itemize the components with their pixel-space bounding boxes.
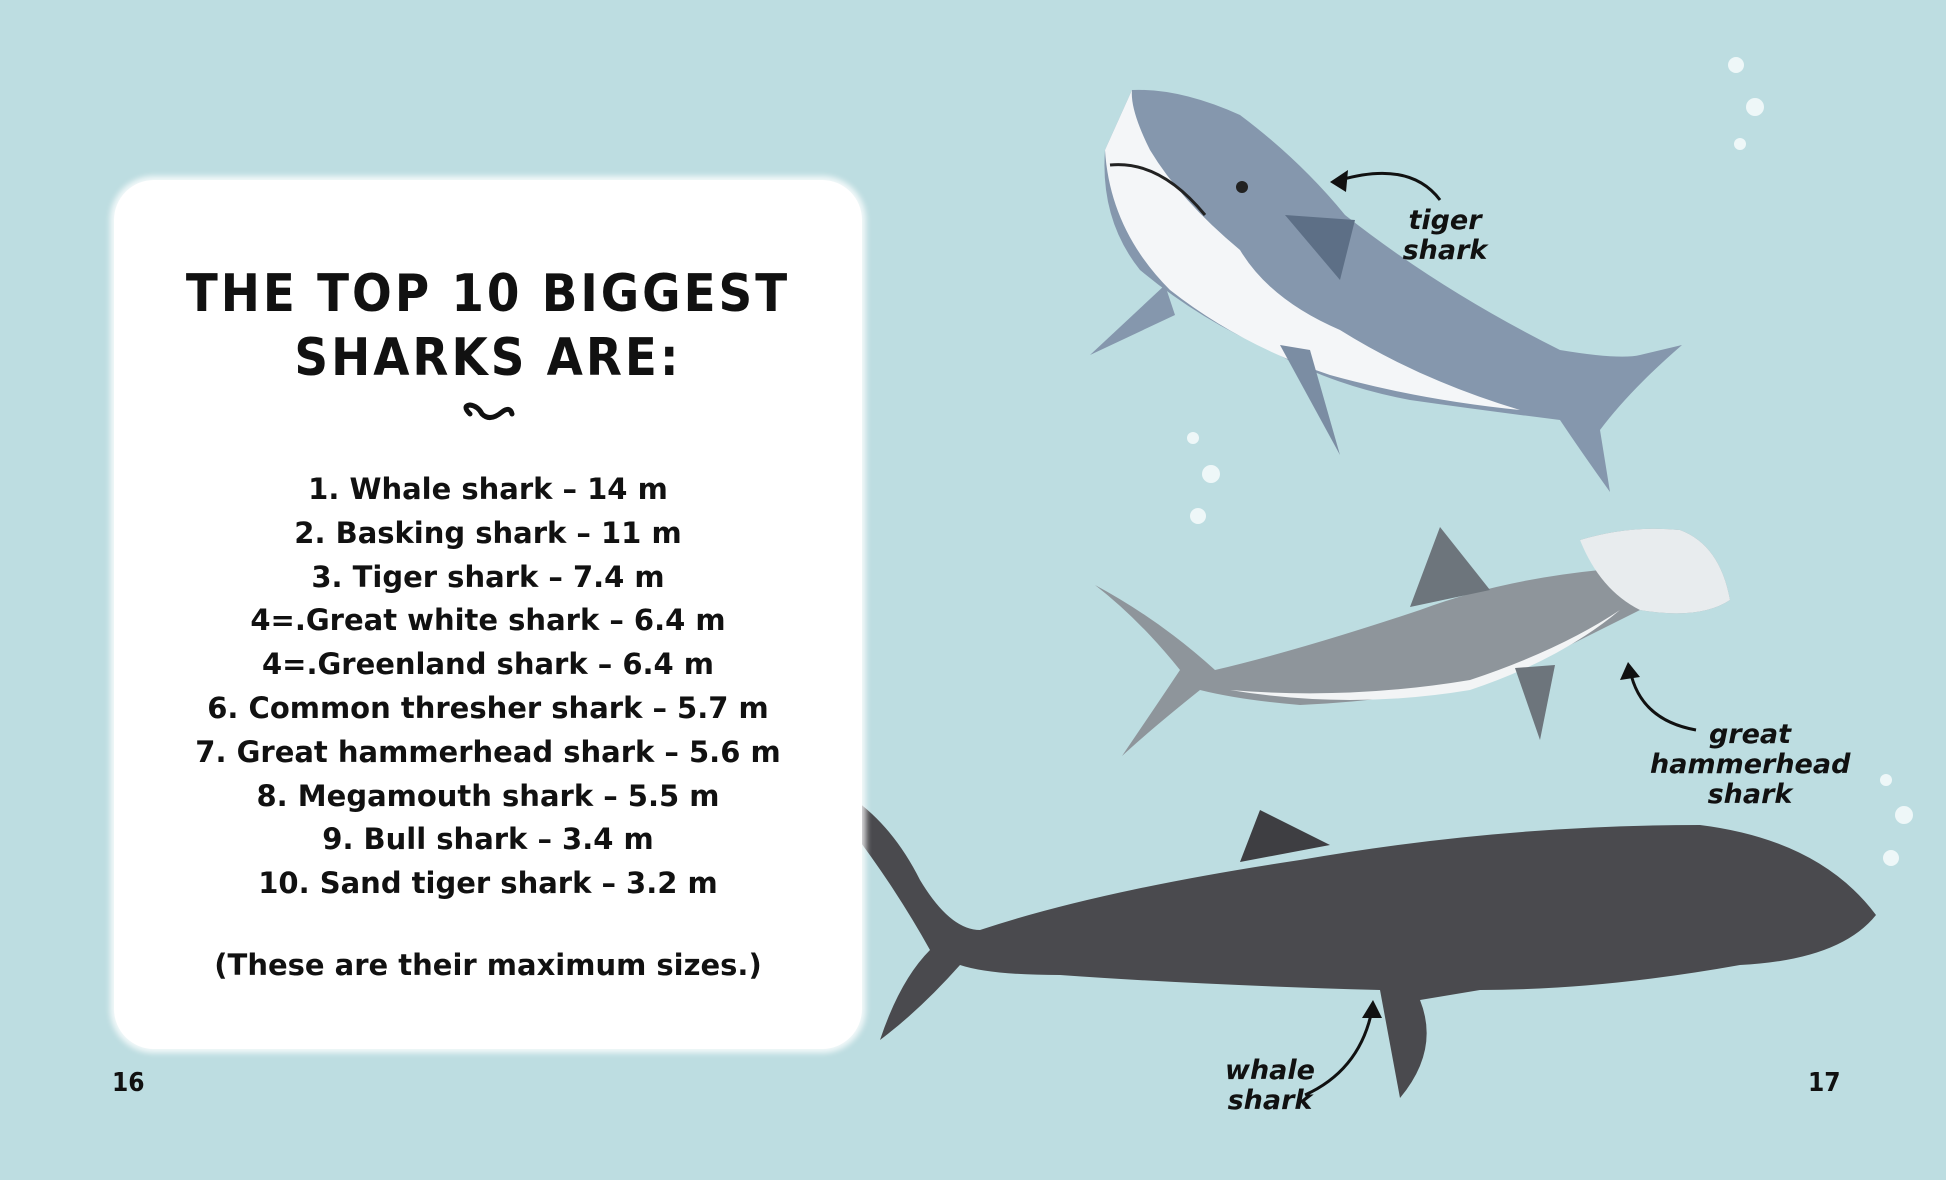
whale-shark-label: whale shark <box>1220 1056 1320 1116</box>
tiger-shark-label: tiger shark <box>1395 206 1495 266</box>
label-line: shark <box>1707 779 1793 810</box>
list-item: 7. Great hammerhead shark – 5.6 m <box>195 734 781 769</box>
list-item: 9. Bull shark – 3.4 m <box>322 822 654 857</box>
list-item: 6. Common thresher shark – 5.7 m <box>207 690 769 725</box>
page-number-left: 16 <box>112 1068 145 1098</box>
hammerhead-shark-illustration <box>1095 527 1730 756</box>
shark-ranking-list: 1. Whale shark – 14 m 2. Basking shark –… <box>114 468 862 906</box>
list-item: 3. Tiger shark – 7.4 m <box>311 559 665 594</box>
list-item: 4=.Great white shark – 6.4 m <box>250 603 726 638</box>
squiggle-divider <box>463 402 515 420</box>
list-item: 2. Basking shark – 11 m <box>294 515 682 550</box>
title-line-1: THE TOP 10 BIGGEST <box>185 264 791 324</box>
whale-shark-illustration <box>807 775 1876 1098</box>
bubbles <box>1187 57 1913 866</box>
label-line: shark <box>1402 235 1488 266</box>
label-line: tiger <box>1408 205 1482 236</box>
page-number-right: 17 <box>1808 1068 1841 1098</box>
label-line: whale <box>1225 1055 1315 1086</box>
page-title: THE TOP 10 BIGGEST SHARKS ARE: <box>114 262 862 390</box>
list-item: 10. Sand tiger shark – 3.2 m <box>258 866 718 901</box>
hammerhead-shark-label: great hammerhead shark <box>1650 720 1850 810</box>
label-line: great <box>1708 719 1792 750</box>
tiger-shark-illustration <box>1090 89 1682 493</box>
label-line: hammerhead <box>1650 749 1851 780</box>
label-line: shark <box>1227 1085 1313 1116</box>
arrow-heads <box>1330 170 1640 1018</box>
list-item: 8. Megamouth shark – 5.5 m <box>256 778 720 813</box>
info-card <box>114 180 862 1049</box>
list-item: 4=.Greenland shark – 6.4 m <box>261 647 715 682</box>
list-item: 1. Whale shark – 14 m <box>308 472 668 506</box>
size-note: (These are their maximum sizes.) <box>214 948 762 982</box>
label-arrows <box>1304 171 1697 1097</box>
title-line-2: SHARKS ARE: <box>294 328 682 388</box>
